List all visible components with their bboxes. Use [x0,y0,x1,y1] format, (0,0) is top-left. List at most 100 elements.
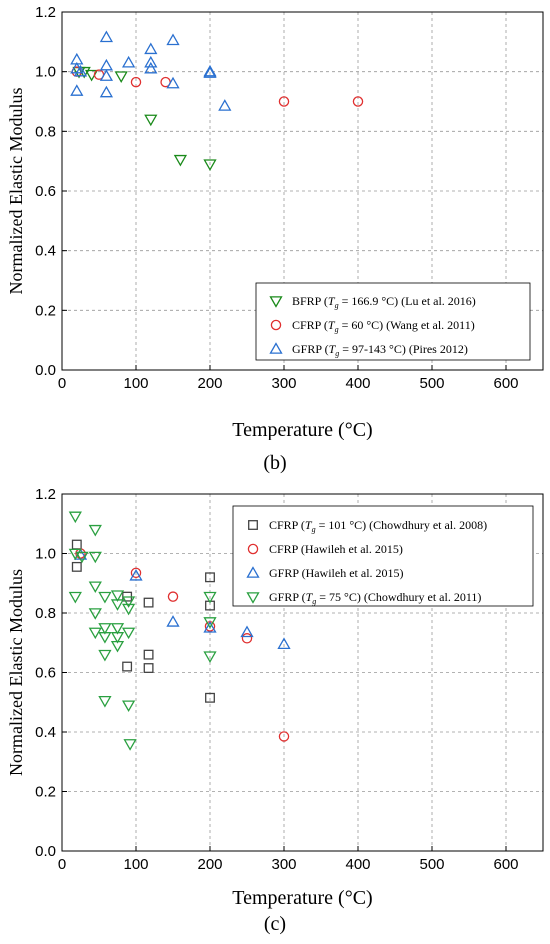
data-point [98,649,112,662]
y-tick-label: 0.2 [35,302,56,319]
data-point [121,700,136,713]
y-tick-label: 0.0 [35,843,56,860]
legend-marker [270,319,282,331]
data-point [99,69,114,81]
data-point [99,30,114,43]
x-tick-label: 400 [345,856,370,873]
y-tick-label: 0.4 [35,243,56,260]
series-0 [72,66,217,171]
data-point [352,96,364,107]
legend: CFRP (Tg = 101 °C) (Chowdhury et al. 200… [232,505,534,607]
data-point [144,114,158,127]
data-point [110,623,125,635]
legend-entry: GFRP (Hawileh et al. 2015) [269,566,404,580]
data-point [121,627,136,640]
panel-label-b: (b) [263,452,287,474]
x-tick-label: 100 [123,375,148,392]
data-point [98,591,112,604]
data-point [68,591,82,604]
legend-entry: GFRP (Tg = 75 °C) (Chowdhury et al. 2011… [269,590,481,606]
data-point [205,572,215,583]
y-tick-label: 0.0 [35,362,56,379]
data-point [110,632,125,644]
series-0 [71,539,215,703]
data-point [130,567,142,579]
legend-entry: CFRP (Tg = 60 °C) (Wang et al. 2011) [292,318,475,334]
data-point [278,731,290,742]
data-point [71,561,82,572]
x-tick-label: 300 [271,375,296,392]
data-point [173,154,188,167]
data-point [121,596,136,608]
data-point [68,511,82,524]
x-tick-label: 0 [58,856,66,873]
x-tick-label: 600 [493,856,518,873]
legend-entry: CFRP (Hawileh et al. 2015) [269,542,403,556]
tick-labels: 0 100 200 300 400 500 600 0.0 0.2 0.4 0.6 0.8 1.0 1.2 [35,4,518,392]
legend-box [232,505,534,607]
data-point [88,608,102,620]
series-3 [68,511,217,751]
data-point [203,64,217,77]
x-tick-label: 200 [197,375,222,392]
x-tick-label: 100 [123,856,148,873]
y-tick-label: 1.2 [35,4,56,21]
x-tick-label: 500 [419,375,444,392]
data-point [218,99,232,111]
x-tick-label: 300 [271,856,296,873]
y-tick-label: 0.8 [35,605,56,622]
data-point [143,663,154,673]
data-point [114,71,128,83]
data-point [166,615,180,627]
data-point [70,84,84,96]
data-point [88,627,102,640]
data-point [99,58,114,71]
data-point [71,539,82,550]
data-point [88,551,102,564]
series-2 [70,30,232,111]
y-axis-title: Normalized Elastic Modulus [6,569,26,776]
data-point [240,625,254,638]
legend-marker [246,592,260,604]
data-point [277,637,291,650]
data-point [203,651,217,663]
data-point [73,64,88,77]
data-point [110,590,125,602]
data-point [98,695,112,708]
y-tick-label: 0.6 [35,665,56,682]
tick-labels: 0 100 200 300 400 500 600 0.0 0.2 0.4 0.6 0.8 1.0 1.2 [35,486,518,873]
chart-b-svg: 0 100 200 300 400 500 600 0.0 0.2 0.4 0.6 0.8 1.0 1.2… [6,4,544,440]
data-point [166,33,180,46]
x-tick-label: 600 [493,375,518,392]
y-tick-label: 1.0 [35,64,56,81]
x-tick-label: 500 [419,856,444,873]
data-point [110,599,125,611]
y-tick-label: 1.0 [35,546,56,563]
data-point [143,649,154,660]
x-tick-label: 200 [197,856,222,873]
legend-marker [247,543,259,555]
data-point [203,159,217,171]
data-point [144,61,158,74]
data-point [203,66,217,78]
y-tick-label: 1.2 [35,486,56,503]
y-tick-label: 0.4 [35,724,56,741]
legend-marker [246,566,260,578]
data-point [167,591,179,602]
legend-marker [248,520,258,530]
legend-marker [269,342,283,354]
data-point [121,55,136,68]
data-point [88,581,102,594]
data-point [121,603,136,616]
y-tick-label: 0.8 [35,123,56,140]
data-point [143,597,154,608]
y-axis-title: Normalized Elastic Modulus [6,88,26,295]
legend-entry: GFRP (Tg = 97-143 °C) (Pires 2012) [292,342,468,358]
data-point [123,739,137,751]
data-point [144,55,158,68]
x-tick-label: 400 [345,375,370,392]
y-tick-label: 0.2 [35,784,56,801]
legend: BFRP (Tg = 166.9 °C) (Lu et al. 2016) CFR… [255,282,531,361]
series-1 [75,548,290,742]
data-point [144,42,158,55]
